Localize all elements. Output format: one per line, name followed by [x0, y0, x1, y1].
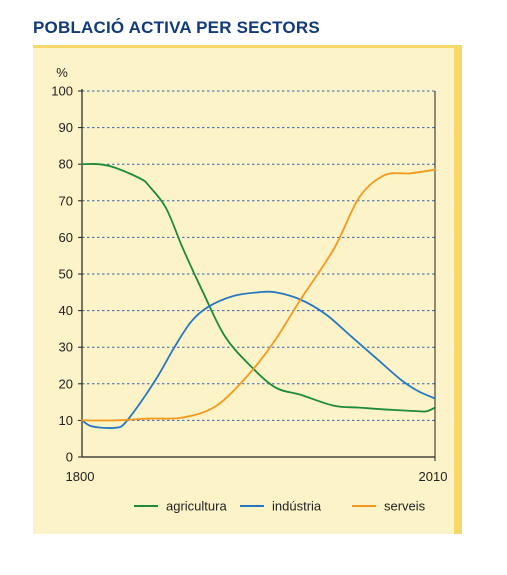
y-axis-label: %	[56, 65, 68, 80]
legend-label-agricultura: agricultura	[166, 499, 227, 514]
y-tick-label: 10	[59, 413, 73, 428]
chart-title: POBLACIÓ ACTIVA PER SECTORS	[33, 18, 320, 37]
x-tick-label: 1800	[66, 469, 95, 484]
y-tick-label: 20	[59, 376, 73, 391]
y-tick-label: 90	[59, 120, 73, 135]
legend-label-industria: indústria	[272, 499, 322, 514]
y-tick-label: 100	[51, 84, 73, 99]
legend-label-serveis: serveis	[384, 499, 426, 514]
y-tick-label: 70	[59, 193, 73, 208]
y-tick-label: 80	[59, 157, 73, 172]
chart-panel	[33, 45, 462, 534]
y-tick-label: 30	[59, 340, 73, 355]
y-tick-label: 50	[59, 267, 73, 282]
series-line-agricultura	[81, 163, 436, 413]
x-tick-label: 2010	[419, 469, 448, 484]
series-line-serveis	[81, 168, 436, 422]
series-line-industria	[81, 290, 436, 429]
y-tick-label: 40	[59, 303, 73, 318]
y-tick-label: 0	[66, 450, 73, 465]
y-tick-label: 60	[59, 230, 73, 245]
